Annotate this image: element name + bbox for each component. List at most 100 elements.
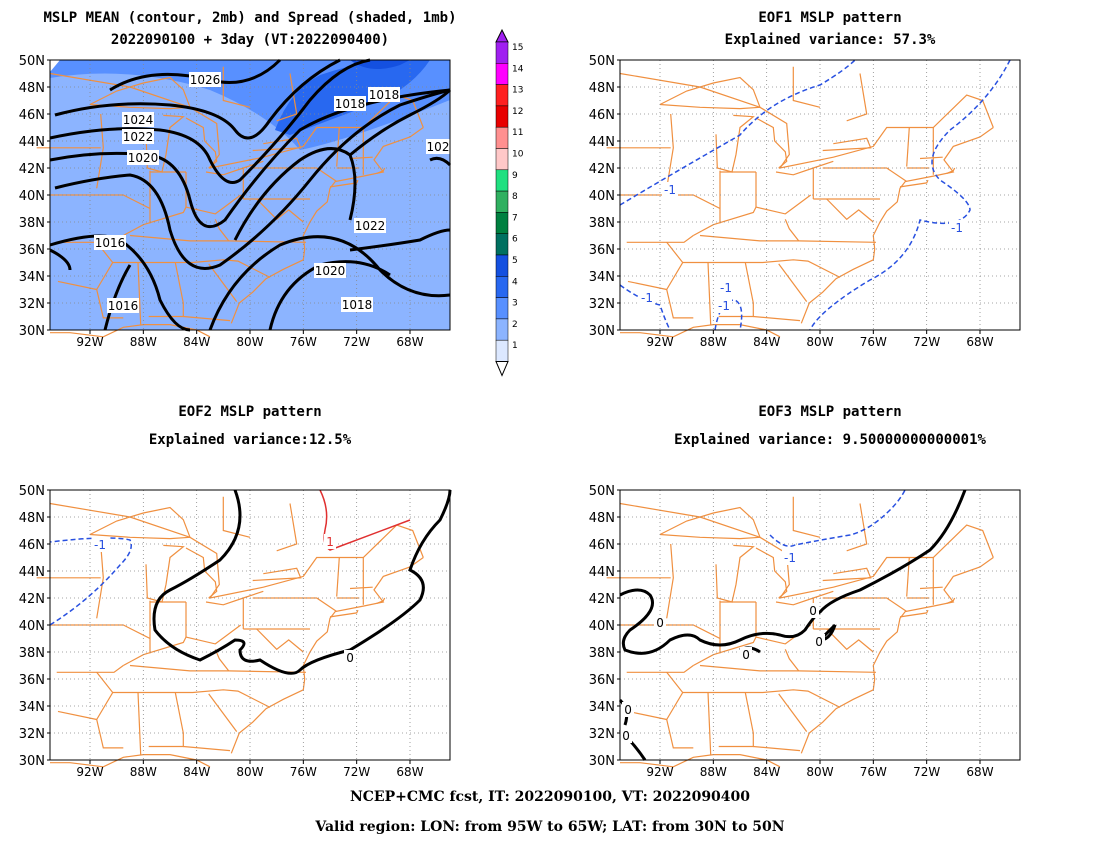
lon-tick-label: 92W [76, 335, 103, 349]
contour-label: -1 [664, 183, 676, 197]
lon-tick-label: 84W [183, 335, 210, 349]
lon-tick-label: 76W [290, 335, 317, 349]
panel2-title-line2: Explained variance: 57.3% [724, 32, 936, 48]
contour-label: 0 [742, 648, 750, 662]
eof3-map: 0 0 0 0 -1 0 0 50N 48N 46N 44N 42N 40N 38N 36N 3… [589, 484, 1021, 779]
lat-tick-label: 40N [19, 619, 45, 634]
state-border-line [230, 127, 424, 324]
contour-neg1-sw [619, 284, 671, 331]
state-border-line [185, 194, 242, 215]
panel4-title: EOF3 MSLP pattern Explained variance: 9.… [580, 404, 1080, 448]
contour-1024 [54, 58, 341, 140]
lon-tick-label: 92W [76, 765, 103, 779]
lat-tick-label: 34N [19, 270, 45, 285]
lat-tick-label: 50N [19, 54, 45, 69]
contour-label: 1020 [128, 151, 159, 165]
state-border-line [50, 324, 211, 338]
colorbar-box [495, 63, 509, 85]
missing-corner [50, 60, 60, 72]
contour-label: 1018 [369, 88, 400, 102]
lat-tick-label: 46N [589, 108, 615, 123]
state-border-line [183, 745, 231, 752]
lat-tick-label: 30N [589, 754, 615, 769]
panel1-title: MSLP MEAN (contour, 2mb) and Spread (sha… [0, 10, 500, 48]
map-axes: 50N 48N 46N 44N 42N 40N 38N 36N 34N 32N 30N 92W 88W 8… [589, 54, 994, 349]
state-border-line [137, 262, 142, 325]
state-border-line [699, 234, 877, 243]
colorbar-label: 11 [512, 128, 523, 138]
lat-tick-label: 46N [589, 538, 615, 553]
lon-tick-label: 88W [700, 765, 727, 779]
state-border-line [775, 590, 834, 606]
state-border-line [899, 609, 929, 618]
contour-labels: 0 0 0 0 -1 0 0 [620, 550, 825, 743]
state-border-line [137, 692, 142, 755]
panel3-title: EOF2 MSLP pattern Explained variance:12.… [0, 404, 500, 448]
lon-tick-label: 80W [806, 335, 833, 349]
map-axes: 50N 48N 46N 44N 42N 40N 38N 36N 34N 32N 30N 92W 88W 8… [589, 484, 994, 779]
state-border-line [349, 586, 373, 590]
eof1-contours [619, 59, 1011, 331]
state-border-line [693, 206, 757, 237]
state-border-line [666, 113, 674, 189]
state-border-line [129, 234, 307, 243]
panel3-title-line2: Explained variance:12.5% [148, 432, 352, 448]
contour-1022a [49, 58, 371, 184]
contour-zero-main [619, 489, 967, 655]
contour-1018a [54, 88, 451, 270]
state-border-line [222, 496, 251, 538]
lat-tick-label: 38N [19, 646, 45, 661]
contour-label: 0 [809, 604, 817, 618]
state-border-line [96, 113, 104, 189]
state-border-line [89, 76, 191, 108]
state-border-line [123, 206, 187, 237]
lat-tick-label: 38N [589, 646, 615, 661]
contour-1022c [349, 228, 451, 252]
lat-tick-label: 44N [589, 565, 615, 580]
state-border-line [659, 506, 761, 538]
contour-label: -1 [641, 291, 653, 305]
lon-tick-label: 84W [753, 765, 780, 779]
state-border-line [822, 137, 872, 152]
state-border-line [112, 689, 271, 708]
eof2-map: -1 1 0 50N 48N 46N 44N 42N 40N 38N 36N 34N 32N 30N… [19, 484, 452, 779]
colorbar-box [495, 297, 509, 320]
state-border-line [919, 586, 943, 590]
lon-tick-label: 88W [130, 765, 157, 779]
lon-tick-label: 88W [130, 335, 157, 349]
lat-tick-label: 30N [19, 324, 45, 339]
contour-neg1-south [714, 299, 743, 331]
spread-colorbar: 15 14 13 12 11 10 9 8 7 6 5 4 3 2 1 [495, 28, 524, 377]
state-border-line [50, 754, 211, 768]
state-border-line [222, 66, 251, 108]
colorbar-box [495, 126, 509, 149]
state-border-line [336, 127, 340, 167]
contour-1016a [49, 234, 191, 332]
contour-zero [152, 489, 452, 675]
state-border-line [707, 262, 712, 325]
lat-tick-label: 32N [589, 727, 615, 742]
state-border-line [775, 160, 834, 176]
panel1-title-line1: MSLP MEAN (contour, 2mb) and Spread (sha… [43, 10, 457, 26]
colorbar-label: 2 [512, 320, 518, 330]
lat-tick-label: 42N [589, 592, 615, 607]
lat-tick-label: 46N [19, 108, 45, 123]
contour-label: 1018 [342, 298, 373, 312]
contour-label: 1026 [190, 73, 221, 87]
state-border-line [185, 547, 218, 599]
lon-tick-label: 80W [236, 335, 263, 349]
contour-labels: -1 1 0 [92, 534, 356, 665]
contour-neg1-west [619, 59, 856, 206]
panel4-title-line1: EOF3 MSLP pattern [758, 404, 902, 420]
colorbar-label: 14 [512, 64, 524, 74]
map-axes: 50N 48N 46N 44N 42N 40N 38N 36N 34N 32N 30N 92W 88W 8… [19, 54, 424, 349]
colorbar-label: 8 [512, 192, 518, 202]
contour-neg1-east [809, 59, 1011, 331]
colorbar-top-arrow [495, 28, 509, 43]
colorbar-box [495, 254, 509, 277]
lat-tick-label: 42N [19, 592, 45, 607]
contour-label: 1018 [335, 97, 366, 111]
state-border-line [707, 692, 712, 755]
state-border-line [214, 219, 230, 242]
lat-tick-label: 40N [19, 189, 45, 204]
